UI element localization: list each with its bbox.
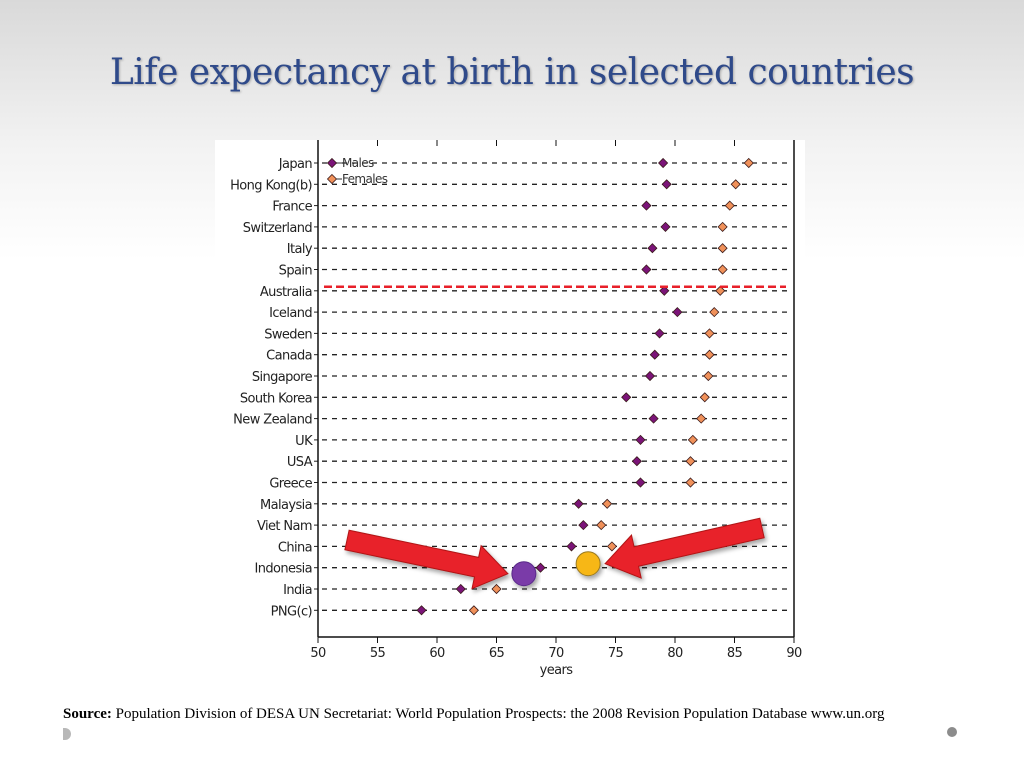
indonesia-female-highlight — [575, 551, 601, 577]
source-label: Source: — [63, 706, 112, 722]
male-point — [416, 605, 427, 616]
y-tick-label: France — [272, 200, 312, 215]
female-point — [685, 456, 696, 467]
female-point — [715, 285, 726, 296]
male-point — [535, 562, 546, 573]
x-tick-label: 80 — [667, 646, 683, 661]
y-tick-label: Hong Kong(b) — [230, 178, 312, 193]
y-tick-label: South Korea — [240, 391, 312, 406]
legend-marker-males — [326, 157, 338, 169]
male-point — [648, 413, 659, 424]
female-point — [717, 264, 728, 275]
y-tick-label: Malaysia — [260, 498, 312, 513]
slide-indicator-dot — [947, 727, 957, 737]
x-tick-label: 90 — [786, 646, 802, 661]
female-point — [743, 157, 754, 169]
male-point — [641, 200, 652, 211]
female-point — [685, 477, 696, 488]
x-tick-label: 55 — [370, 646, 386, 661]
y-tick-label: Iceland — [269, 306, 312, 321]
bullet-marker — [63, 728, 71, 740]
female-point — [717, 221, 728, 232]
source-citation: Source: Population Division of DESA UN S… — [63, 704, 943, 724]
arrow-left-icon — [344, 529, 509, 590]
male-point — [654, 328, 665, 339]
male-point — [660, 221, 671, 232]
y-tick-label: China — [278, 540, 312, 555]
female-point — [696, 413, 707, 424]
male-point — [658, 157, 669, 169]
life-expectancy-chart: Japan Hong Kong(b) France Switzerland Italy S… — [230, 140, 803, 678]
indonesia-male-highlight — [511, 561, 537, 587]
male-point — [647, 243, 658, 254]
y-tick-label: PNG(c) — [271, 604, 312, 619]
female-point — [606, 541, 617, 552]
female-point — [717, 243, 728, 254]
y-tick-label: Greece — [269, 477, 312, 492]
male-point — [635, 434, 646, 445]
x-tick-label: 60 — [429, 646, 445, 661]
male-point — [573, 498, 584, 509]
female-point — [709, 307, 720, 318]
male-point — [635, 477, 646, 488]
male-point — [661, 179, 672, 190]
male-point — [649, 349, 660, 360]
y-tick-label: Japan — [278, 157, 313, 172]
y-tick-label: Viet Nam — [257, 519, 312, 534]
slide-title: Life expectancy at birth in selected cou… — [109, 52, 915, 93]
male-point — [631, 456, 642, 467]
y-tick-label: Australia — [260, 285, 312, 300]
x-tick-label: 50 — [310, 646, 326, 661]
y-tick-label: Switzerland — [243, 221, 313, 236]
female-point — [699, 392, 710, 403]
female-point — [730, 179, 741, 190]
male-point — [644, 370, 656, 382]
x-axis-label: years — [540, 663, 574, 678]
x-tick-label: 75 — [608, 646, 624, 661]
male-point — [672, 307, 683, 318]
legend-label-males: Males — [342, 156, 374, 170]
male-point — [566, 541, 577, 552]
female-point — [491, 583, 502, 595]
y-tick-label: UK — [295, 434, 313, 449]
source-text: Population Division of DESA UN Secretari… — [111, 706, 885, 722]
y-tick-label: Spain — [279, 264, 313, 279]
female-point — [687, 434, 698, 445]
y-tick-label: USA — [287, 455, 313, 470]
female-point — [596, 520, 607, 531]
y-tick-label: Italy — [287, 242, 313, 257]
female-point — [602, 498, 613, 509]
y-tick-label: Canada — [266, 349, 312, 364]
male-point — [621, 392, 632, 403]
x-tick-label: 70 — [548, 646, 564, 661]
y-tick-label: Sweden — [264, 327, 312, 342]
y-tick-label: New Zealand — [233, 413, 312, 428]
female-point — [704, 328, 715, 339]
female-point — [703, 370, 714, 382]
y-tick-label: India — [283, 583, 312, 598]
male-point — [659, 285, 670, 296]
male-point — [455, 583, 466, 595]
legend-marker-females — [326, 173, 338, 185]
male-point — [578, 520, 589, 531]
x-tick-label: 85 — [727, 646, 743, 661]
arrow-right-icon — [604, 517, 765, 579]
x-tick-label: 65 — [489, 646, 505, 661]
y-tick-label: Singapore — [252, 370, 313, 385]
female-point — [724, 200, 735, 211]
legend-label-females: Females — [342, 172, 388, 186]
y-tick-label: Indonesia — [255, 562, 312, 577]
female-point — [468, 605, 479, 616]
chart-panel: Japan Hong Kong(b) France Switzerland Italy S… — [215, 140, 805, 680]
female-point — [704, 349, 715, 360]
male-point — [641, 264, 652, 275]
